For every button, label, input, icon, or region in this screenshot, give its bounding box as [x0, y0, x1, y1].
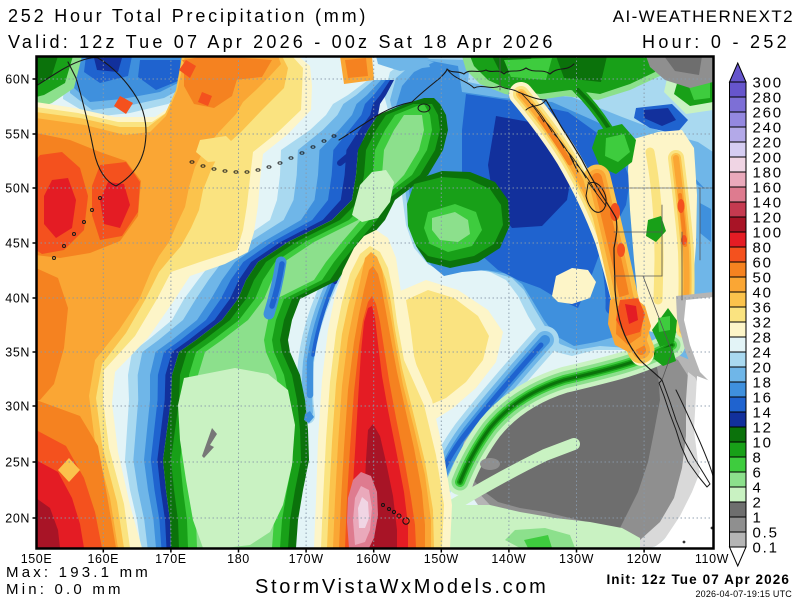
svg-text:2: 2 — [753, 495, 763, 512]
svg-text:40N: 40N — [5, 292, 30, 306]
svg-text:160E: 160E — [88, 552, 120, 566]
svg-text:AI-WEATHERNEXT2: AI-WEATHERNEXT2 — [613, 7, 794, 26]
svg-text:120: 120 — [753, 210, 783, 227]
svg-text:120W: 120W — [627, 552, 662, 566]
svg-text:20N: 20N — [5, 512, 30, 526]
svg-text:25N: 25N — [5, 456, 30, 470]
svg-text:60N: 60N — [5, 73, 30, 87]
svg-text:28: 28 — [753, 330, 773, 347]
svg-text:80: 80 — [753, 240, 773, 257]
svg-text:0.1: 0.1 — [753, 540, 779, 557]
svg-text:36: 36 — [753, 300, 773, 317]
svg-text:14: 14 — [753, 405, 773, 422]
svg-text:20: 20 — [753, 360, 773, 377]
svg-text:100: 100 — [753, 225, 783, 242]
svg-text:260: 260 — [753, 105, 783, 122]
svg-text:140W: 140W — [491, 552, 526, 566]
svg-text:180: 180 — [753, 165, 783, 182]
svg-text:252 Hour Total Precipitation (: 252 Hour Total Precipitation (mm) — [8, 6, 368, 26]
svg-text:55N: 55N — [5, 128, 30, 142]
svg-text:45N: 45N — [5, 237, 30, 251]
svg-text:Hour: 0 - 252: Hour: 0 - 252 — [642, 32, 790, 52]
svg-text:130W: 130W — [559, 552, 594, 566]
svg-text:160: 160 — [753, 180, 783, 197]
svg-text:50: 50 — [753, 270, 773, 287]
svg-text:24: 24 — [753, 345, 773, 362]
svg-text:170E: 170E — [155, 552, 187, 566]
svg-text:4: 4 — [753, 480, 763, 497]
svg-text:18: 18 — [753, 375, 773, 392]
svg-text:150E: 150E — [21, 552, 53, 566]
svg-text:35N: 35N — [5, 346, 30, 360]
svg-text:30N: 30N — [5, 400, 30, 414]
svg-text:Max: 193.1 mm: Max: 193.1 mm — [6, 564, 151, 581]
svg-text:280: 280 — [753, 90, 783, 107]
svg-text:150W: 150W — [424, 552, 459, 566]
svg-text:Init: 12z Tue 07 Apr 2026: Init: 12z Tue 07 Apr 2026 — [606, 572, 790, 587]
svg-text:140: 140 — [753, 195, 783, 212]
svg-text:StormVistaWxModels.com: StormVistaWxModels.com — [255, 576, 549, 598]
svg-text:0.5: 0.5 — [753, 525, 779, 542]
svg-text:170W: 170W — [289, 552, 324, 566]
svg-text:50N: 50N — [5, 182, 30, 196]
svg-text:Valid: 12z Tue 07 Apr 2026 - 0: Valid: 12z Tue 07 Apr 2026 - 00z Sat 18 … — [8, 32, 556, 52]
svg-text:8: 8 — [753, 450, 763, 467]
svg-text:32: 32 — [753, 315, 773, 332]
svg-text:12: 12 — [753, 420, 773, 437]
svg-text:1: 1 — [753, 510, 763, 527]
svg-text:160W: 160W — [356, 552, 391, 566]
svg-text:40: 40 — [753, 285, 773, 302]
svg-text:240: 240 — [753, 120, 783, 137]
svg-text:Min: 0.0 mm: Min: 0.0 mm — [6, 581, 124, 598]
svg-text:2026-04-07-19:15 UTC: 2026-04-07-19:15 UTC — [695, 589, 792, 599]
svg-text:16: 16 — [753, 390, 773, 407]
svg-text:220: 220 — [753, 135, 783, 152]
svg-text:6: 6 — [753, 465, 763, 482]
svg-text:300: 300 — [753, 75, 783, 92]
svg-text:200: 200 — [753, 150, 783, 167]
svg-text:60: 60 — [753, 255, 773, 272]
svg-text:180: 180 — [227, 552, 250, 566]
svg-text:10: 10 — [753, 435, 773, 452]
svg-text:110W: 110W — [695, 552, 729, 566]
